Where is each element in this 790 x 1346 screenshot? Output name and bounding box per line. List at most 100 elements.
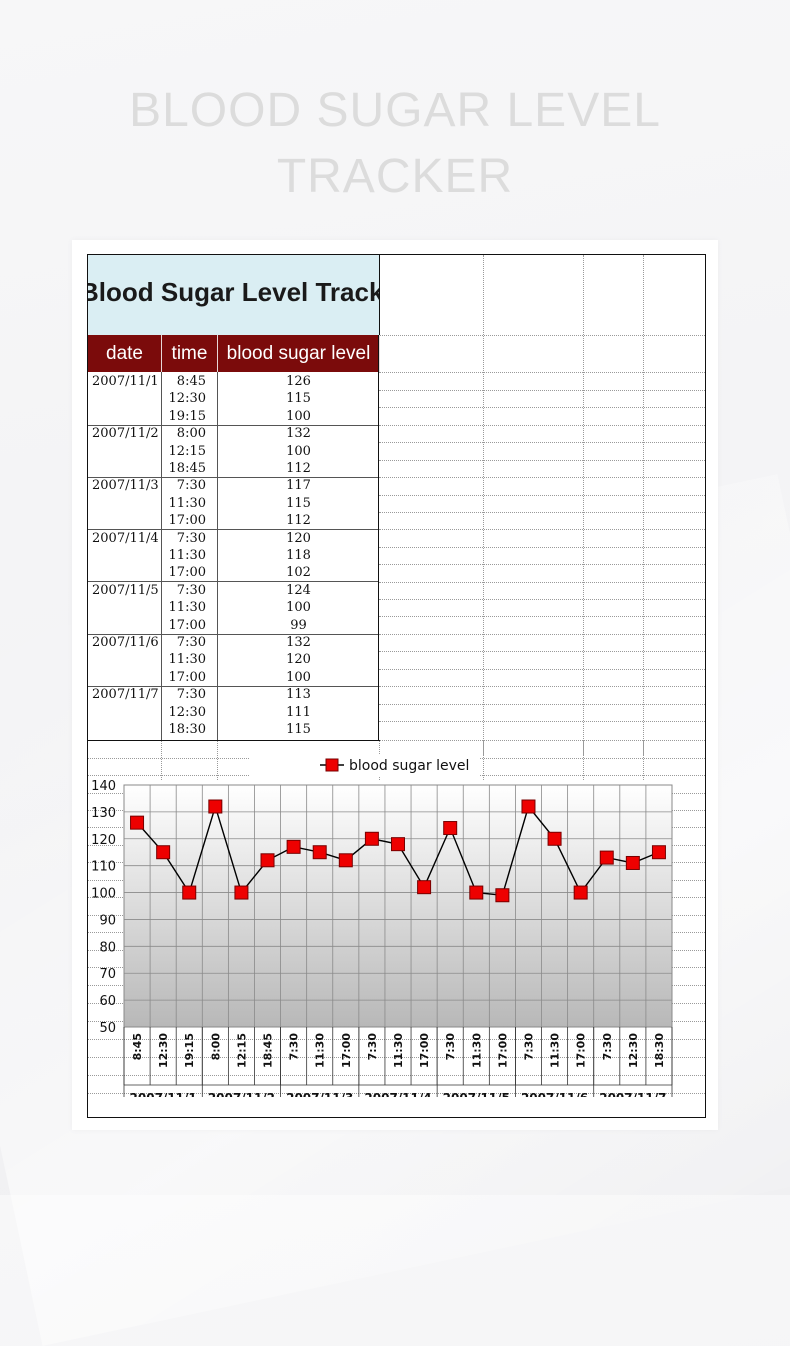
cell-date: 2007/11/7 xyxy=(92,687,159,703)
cell-time: 19:15 xyxy=(168,408,206,424)
data-point xyxy=(260,853,275,868)
cell-time: 7:30 xyxy=(176,530,206,546)
group-divider xyxy=(88,424,379,426)
gridline xyxy=(379,372,705,373)
header-date: date xyxy=(88,335,162,372)
gridline xyxy=(379,407,705,408)
group-divider xyxy=(88,633,379,635)
cell-level: 102 xyxy=(286,565,311,581)
cell-level: 115 xyxy=(286,495,311,511)
data-point xyxy=(234,885,249,900)
data-point xyxy=(391,837,405,852)
cell-level: 126 xyxy=(286,374,311,389)
x-tick-label: 7:30 xyxy=(601,1033,614,1061)
plot-area xyxy=(123,784,673,1028)
x-tick-label: 17:00 xyxy=(418,1033,431,1068)
x-tick-label: 8:00 xyxy=(209,1033,222,1061)
y-tick-label: 120 xyxy=(91,833,116,848)
cell-time: 17:00 xyxy=(168,565,206,581)
header-level: blood sugar level xyxy=(218,335,380,372)
y-tick-label: 130 xyxy=(91,806,116,821)
gridline xyxy=(88,1075,705,1076)
cell-level: 124 xyxy=(286,582,311,598)
x-group-label: 2007/11/4 xyxy=(364,1091,431,1097)
cell-date: 2007/11/4 xyxy=(92,530,159,546)
x-tick-label: 17:00 xyxy=(575,1033,588,1068)
x-group-label: 2007/11/2 xyxy=(208,1091,275,1097)
column-divider xyxy=(217,372,218,740)
gridline xyxy=(379,477,705,478)
gridline xyxy=(88,1039,705,1040)
x-tick-label: 18:30 xyxy=(653,1033,666,1068)
cell-time: 7:30 xyxy=(176,582,206,598)
cell-level: 120 xyxy=(286,652,311,668)
cell-time: 12:30 xyxy=(168,391,206,407)
cell-time: 7:30 xyxy=(176,635,206,650)
gridline xyxy=(643,255,644,755)
gridline xyxy=(379,740,705,741)
x-group-label: 2007/11/6 xyxy=(521,1091,588,1097)
cell-level: 118 xyxy=(286,548,311,563)
gridline xyxy=(379,495,705,496)
data-point xyxy=(495,888,510,903)
data-point xyxy=(547,831,562,846)
x-tick-label: 11:30 xyxy=(549,1033,562,1068)
gridline xyxy=(379,686,705,687)
legend-marker xyxy=(325,758,339,772)
gridline xyxy=(161,740,162,780)
cell-time: 17:00 xyxy=(168,513,206,529)
header-time: time xyxy=(162,335,218,372)
data-point xyxy=(156,845,171,860)
cell-level: 112 xyxy=(286,461,311,476)
cell-level: 100 xyxy=(286,408,311,424)
data-point xyxy=(364,831,379,846)
gridline xyxy=(583,740,584,780)
y-tick-label: 100 xyxy=(91,887,116,902)
cell-level: 132 xyxy=(286,426,311,442)
x-tick-label: 8:45 xyxy=(131,1033,144,1060)
cell-time: 17:00 xyxy=(168,669,206,685)
cell-level: 120 xyxy=(286,530,311,546)
cell-level: 113 xyxy=(286,687,311,703)
y-tick-label: 90 xyxy=(99,913,116,928)
cell-time: 8:00 xyxy=(176,426,206,442)
cell-time: 11:30 xyxy=(168,495,206,511)
data-point xyxy=(417,880,432,895)
x-tick-label: 11:30 xyxy=(470,1033,483,1068)
gridline xyxy=(379,599,705,600)
y-tick-label: 140 xyxy=(91,779,116,794)
data-point xyxy=(130,815,145,830)
gridline xyxy=(379,512,705,513)
cell-level: 112 xyxy=(286,513,311,529)
x-tick-label: 17:00 xyxy=(340,1033,353,1068)
gridline xyxy=(379,669,705,670)
x-group-label: 2007/11/5 xyxy=(443,1091,510,1097)
cell-date: 2007/11/2 xyxy=(92,426,159,442)
page-title: BLOOD SUGAR LEVEL TRACKER xyxy=(0,78,790,210)
cell-time: 7:30 xyxy=(176,687,206,703)
sheet-title-cell: Blood Sugar Level Tracker xyxy=(88,255,380,335)
gridline xyxy=(379,390,705,391)
x-tick-label: 11:30 xyxy=(392,1033,405,1068)
cell-date: 2007/11/5 xyxy=(92,582,159,598)
cell-time: 18:45 xyxy=(168,461,206,476)
gridline xyxy=(88,1093,705,1094)
gridline xyxy=(379,335,705,336)
group-divider xyxy=(88,581,379,583)
table-right-border xyxy=(378,335,379,741)
gridline xyxy=(217,740,218,780)
data-point xyxy=(599,850,614,865)
y-tick-label: 50 xyxy=(99,1021,116,1036)
x-tick-label: 12:30 xyxy=(157,1033,170,1068)
cell-level: 115 xyxy=(286,391,311,407)
group-divider xyxy=(88,685,379,687)
x-tick-label: 12:15 xyxy=(235,1033,248,1068)
data-point xyxy=(208,799,223,814)
cell-time: 11:30 xyxy=(168,548,206,563)
page-title-line2: TRACKER xyxy=(276,150,514,203)
x-tick-label: 7:30 xyxy=(288,1033,301,1061)
gridline xyxy=(379,651,705,652)
legend-background xyxy=(250,754,480,776)
cell-time: 12:15 xyxy=(168,443,206,459)
cell-level: 111 xyxy=(286,704,311,720)
